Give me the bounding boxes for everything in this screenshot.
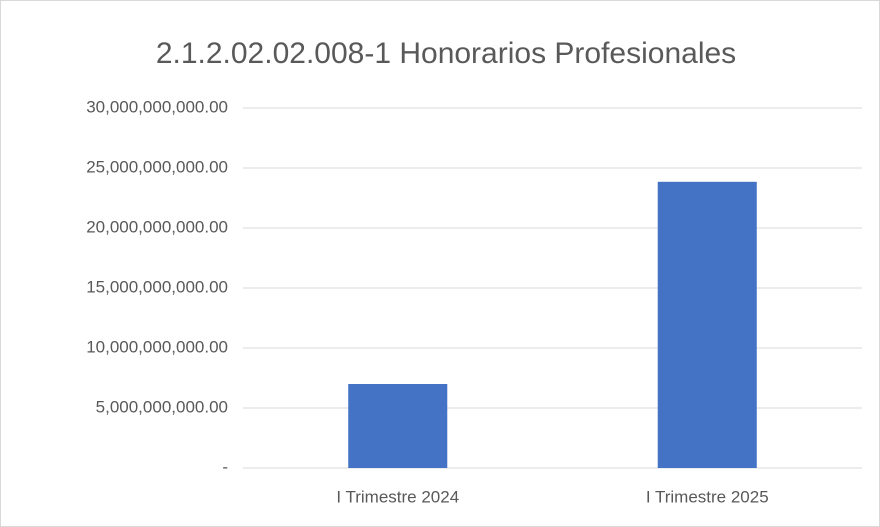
- x-tick-label: I Trimestre 2024: [336, 487, 459, 506]
- y-tick-label: 20,000,000,000.00: [86, 217, 228, 236]
- y-tick-label: 5,000,000,000.00: [96, 397, 228, 416]
- y-tick-label: 30,000,000,000.00: [86, 97, 228, 116]
- y-tick-label: 10,000,000,000.00: [86, 337, 228, 356]
- chart-title: 2.1.2.02.02.008-1 Honorarios Profesional…: [156, 37, 736, 70]
- y-tick-label: -: [222, 457, 228, 476]
- y-tick-label: 25,000,000,000.00: [86, 157, 228, 176]
- y-tick-label: 15,000,000,000.00: [86, 277, 228, 296]
- bar: [657, 181, 757, 469]
- bar: [348, 384, 448, 468]
- x-tick-label: I Trimestre 2025: [646, 487, 769, 506]
